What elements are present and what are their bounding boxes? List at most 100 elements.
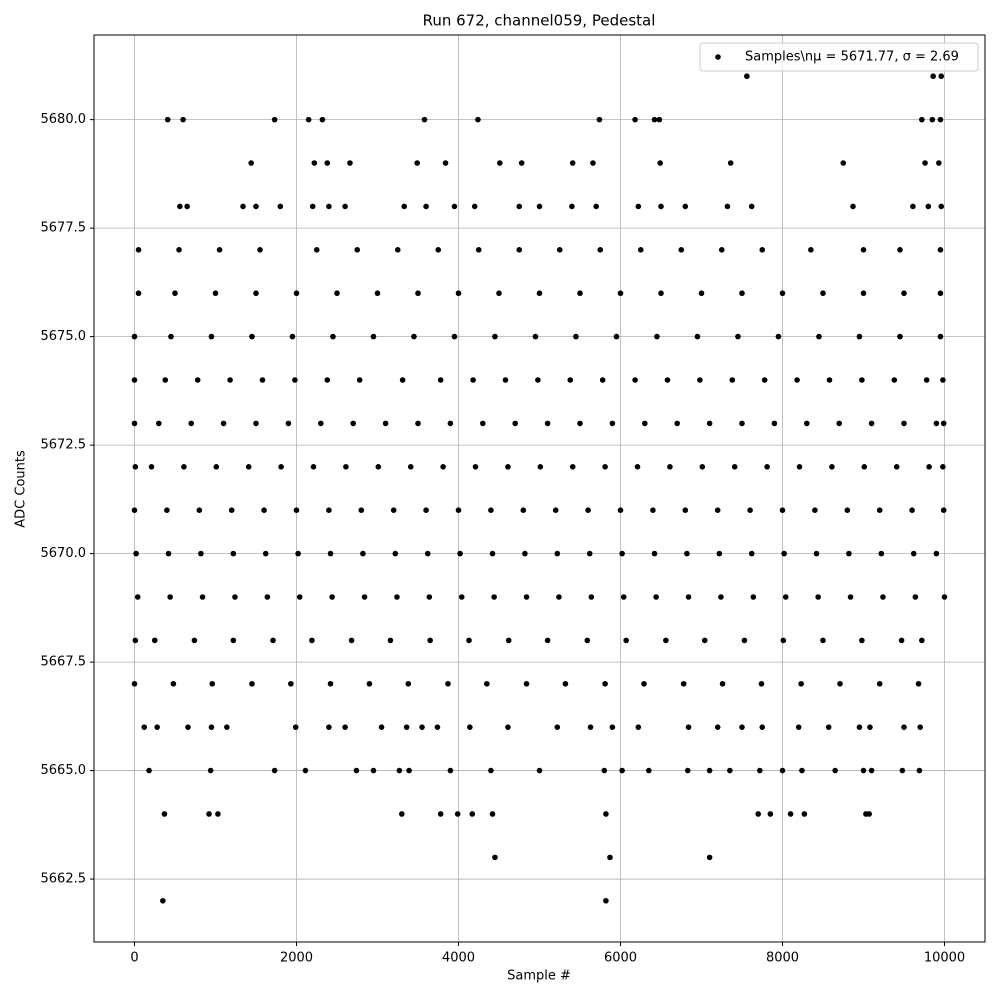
point (585, 507, 591, 513)
point (868, 767, 875, 774)
point (407, 464, 414, 470)
point (759, 247, 766, 253)
point (866, 811, 872, 817)
point (348, 637, 355, 644)
x-axis-label: Sample # (507, 969, 571, 984)
point (716, 550, 723, 557)
point (698, 290, 705, 297)
point (366, 680, 373, 687)
point (447, 767, 454, 774)
point (292, 377, 298, 383)
point (293, 507, 300, 513)
point (860, 247, 867, 253)
point (318, 420, 324, 427)
point (156, 420, 162, 427)
point (240, 203, 246, 210)
point (554, 724, 561, 730)
point (714, 724, 721, 730)
legend: Samples\nμ = 5671.77, σ = 2.69 (699, 42, 979, 72)
point (295, 550, 301, 557)
point (656, 116, 663, 123)
point (131, 377, 138, 383)
point (586, 550, 593, 557)
point (577, 420, 583, 427)
point (245, 464, 252, 470)
point (678, 247, 685, 253)
point (296, 594, 303, 600)
point (289, 333, 296, 340)
x-tick-label: 2000 (280, 951, 313, 966)
point (706, 854, 713, 861)
point (795, 724, 802, 730)
point (714, 507, 721, 513)
point (910, 550, 917, 557)
point (253, 420, 259, 427)
grid (94, 35, 985, 942)
x-tick-label: 6000 (604, 951, 637, 966)
point (414, 160, 420, 166)
point (620, 594, 627, 600)
point (771, 420, 778, 427)
point (326, 724, 332, 730)
point (302, 767, 309, 774)
point (466, 637, 472, 644)
point (309, 203, 316, 210)
point (813, 550, 820, 557)
point (168, 333, 174, 340)
point (938, 203, 945, 210)
point (370, 767, 377, 774)
point (375, 464, 382, 470)
point (573, 333, 579, 340)
point (808, 247, 814, 253)
point (327, 550, 334, 557)
point (427, 637, 433, 644)
point (392, 550, 399, 557)
point (180, 116, 186, 123)
point (423, 507, 429, 513)
point (399, 811, 405, 817)
point (435, 247, 442, 253)
point (146, 767, 152, 774)
point (293, 290, 300, 297)
point (135, 247, 142, 253)
point (685, 724, 692, 730)
point (577, 290, 583, 297)
point (846, 550, 852, 557)
point (544, 637, 551, 644)
point (347, 160, 353, 166)
point (856, 724, 863, 730)
point (198, 550, 204, 557)
point (898, 637, 905, 644)
point (488, 507, 494, 513)
point (253, 290, 259, 297)
point (353, 767, 360, 774)
point (230, 550, 237, 557)
point (801, 811, 808, 817)
point (196, 507, 203, 513)
point (170, 680, 177, 687)
legend-label: Samples\nμ = 5671.77, σ = 2.69 (745, 50, 959, 65)
point (912, 594, 919, 600)
point (893, 464, 900, 470)
point (613, 333, 620, 340)
point (923, 377, 930, 383)
point (131, 420, 138, 427)
point (305, 116, 312, 123)
point (859, 377, 865, 383)
point (505, 637, 512, 644)
point (642, 420, 648, 427)
point (684, 550, 690, 557)
point (741, 637, 748, 644)
point (324, 160, 331, 166)
point (512, 420, 518, 427)
point (164, 507, 170, 513)
point (396, 767, 403, 774)
point (378, 724, 385, 730)
point (796, 464, 803, 470)
legend-box (699, 42, 979, 72)
point (929, 116, 936, 123)
point (394, 594, 400, 600)
point (804, 420, 810, 427)
point (590, 160, 596, 166)
point (403, 724, 410, 730)
